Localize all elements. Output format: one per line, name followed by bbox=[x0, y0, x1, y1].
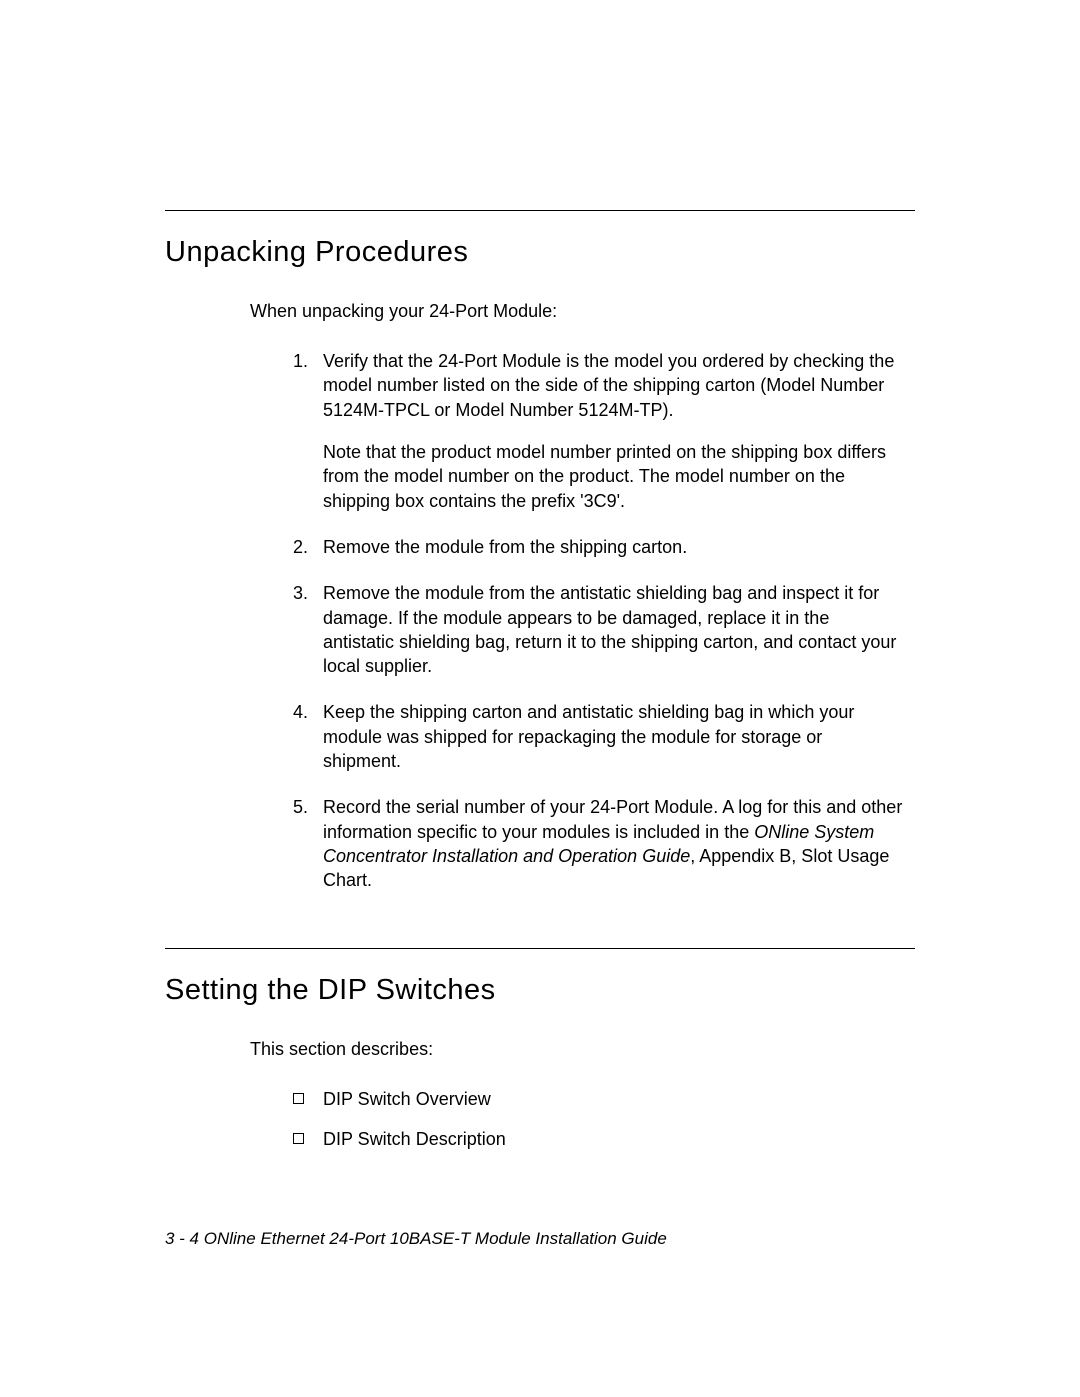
intro-dip-switches: This section describes: bbox=[250, 1037, 915, 1062]
page-number: 3 - 4 bbox=[165, 1229, 199, 1248]
numbered-list: 1. Verify that the 24-Port Module is the… bbox=[293, 349, 915, 892]
list-number: 5. bbox=[293, 795, 323, 892]
list-text: Remove the module from the antistatic sh… bbox=[323, 581, 905, 678]
bullet-text: DIP Switch Overview bbox=[323, 1087, 491, 1111]
section-divider bbox=[165, 210, 915, 211]
list-item: 5. Record the serial number of your 24-P… bbox=[293, 795, 905, 892]
section-divider bbox=[165, 948, 915, 949]
bullet-text: DIP Switch Description bbox=[323, 1127, 506, 1151]
list-number: 1. bbox=[293, 349, 323, 513]
bullet-list: DIP Switch Overview DIP Switch Descripti… bbox=[293, 1087, 915, 1152]
list-text: Verify that the 24-Port Module is the mo… bbox=[323, 349, 905, 513]
intro-unpacking: When unpacking your 24-Port Module: bbox=[250, 299, 915, 324]
page-footer: 3 - 4 ONline Ethernet 24-Port 10BASE-T M… bbox=[165, 1229, 667, 1249]
list-note: Note that the product model number print… bbox=[323, 440, 905, 513]
heading-unpacking: Unpacking Procedures bbox=[165, 236, 915, 269]
list-text: Record the serial number of your 24-Port… bbox=[323, 795, 905, 892]
footer-title: ONline Ethernet 24-Port 10BASE-T Module … bbox=[199, 1229, 667, 1248]
list-item: 4. Keep the shipping carton and antistat… bbox=[293, 700, 905, 773]
list-item: 1. Verify that the 24-Port Module is the… bbox=[293, 349, 905, 513]
section-unpacking: Unpacking Procedures When unpacking your… bbox=[165, 210, 915, 893]
list-item: 3. Remove the module from the antistatic… bbox=[293, 581, 905, 678]
list-number: 4. bbox=[293, 700, 323, 773]
page-content: Unpacking Procedures When unpacking your… bbox=[0, 0, 1080, 1151]
list-text: Remove the module from the shipping cart… bbox=[323, 535, 905, 559]
heading-dip-switches: Setting the DIP Switches bbox=[165, 974, 915, 1007]
list-item: 2. Remove the module from the shipping c… bbox=[293, 535, 905, 559]
bullet-item: DIP Switch Overview bbox=[293, 1087, 915, 1111]
list-number: 3. bbox=[293, 581, 323, 678]
bullet-item: DIP Switch Description bbox=[293, 1127, 915, 1151]
list-text: Keep the shipping carton and antistatic … bbox=[323, 700, 905, 773]
list-number: 2. bbox=[293, 535, 323, 559]
list-main-text: Verify that the 24-Port Module is the mo… bbox=[323, 351, 894, 420]
bullet-square-icon bbox=[293, 1130, 323, 1149]
section-dip-switches: Setting the DIP Switches This section de… bbox=[165, 948, 915, 1152]
bullet-square-icon bbox=[293, 1090, 323, 1109]
